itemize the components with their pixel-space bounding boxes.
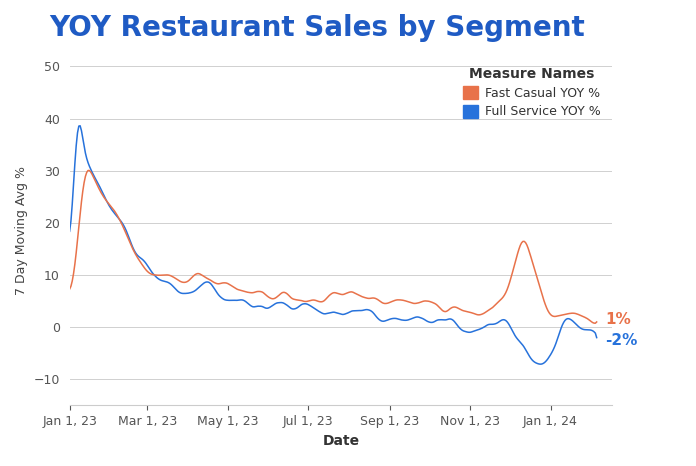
Text: 1%: 1% [605,312,631,327]
Text: -2%: -2% [605,333,638,348]
Text: YOY Restaurant Sales by Segment: YOY Restaurant Sales by Segment [49,14,585,42]
Legend: Fast Casual YOY %, Full Service YOY %: Fast Casual YOY %, Full Service YOY % [458,62,606,123]
Y-axis label: 7 Day Moving Avg %: 7 Day Moving Avg % [15,166,28,295]
Line: Fast Casual YOY %: Fast Casual YOY % [70,171,596,323]
Line: Full Service YOY %: Full Service YOY % [70,126,596,364]
X-axis label: Date: Date [322,434,360,448]
